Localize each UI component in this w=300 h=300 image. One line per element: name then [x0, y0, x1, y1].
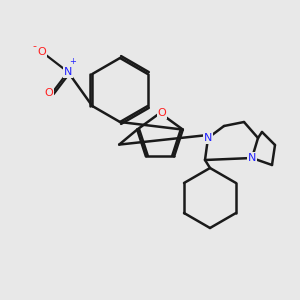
Text: O: O	[158, 108, 166, 118]
Text: N: N	[64, 67, 72, 77]
Text: O: O	[45, 88, 53, 98]
Text: N: N	[248, 153, 256, 163]
Text: N: N	[204, 133, 212, 143]
Text: +: +	[70, 58, 76, 67]
Text: O: O	[38, 47, 46, 57]
Text: -: -	[32, 41, 36, 51]
